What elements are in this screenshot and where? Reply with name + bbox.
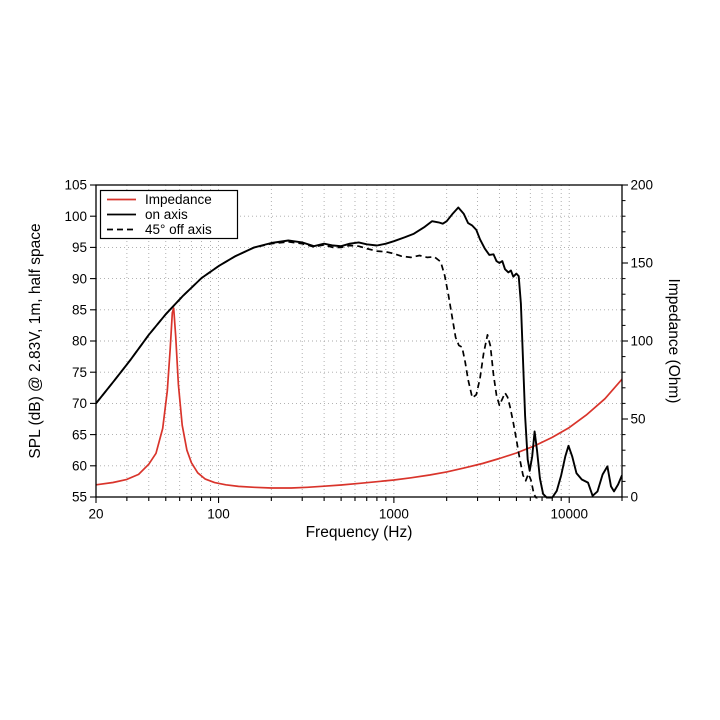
y-tick-label-left: 65 bbox=[72, 427, 87, 442]
y-tick-label-left: 60 bbox=[72, 459, 87, 474]
x-tick-label: 10000 bbox=[550, 507, 588, 522]
x-axis-title: Frequency (Hz) bbox=[306, 524, 413, 541]
y-tick-label-right: 100 bbox=[631, 334, 654, 349]
y-tick-label-left: 70 bbox=[72, 396, 87, 411]
y-tick-label-left: 75 bbox=[72, 365, 87, 380]
legend-item-label: on axis bbox=[145, 207, 188, 222]
x-tick-label: 100 bbox=[207, 507, 230, 522]
y-tick-label-right: 150 bbox=[631, 256, 654, 271]
x-tick-label: 1000 bbox=[379, 507, 409, 522]
y-tick-label-left: 80 bbox=[72, 334, 87, 349]
legend-item-label: 45° off axis bbox=[145, 222, 212, 237]
y-tick-label-left: 100 bbox=[64, 209, 87, 224]
y-tick-label-right: 200 bbox=[631, 178, 654, 193]
legend-item-label: Impedance bbox=[145, 192, 212, 207]
series-on-axis bbox=[96, 206, 622, 499]
data-series bbox=[96, 206, 622, 499]
series-impedance bbox=[96, 307, 622, 489]
y-tick-label-left: 95 bbox=[72, 240, 87, 255]
y-tick-label-left: 85 bbox=[72, 303, 87, 318]
axis-ticks bbox=[90, 184, 628, 503]
y-tick-label-right: 0 bbox=[631, 490, 639, 505]
y-tick-label-right: 50 bbox=[631, 412, 646, 427]
left-axis-title: SPL (dB) @ 2.83V, 1m, half space bbox=[27, 223, 44, 458]
series-45-off-axis bbox=[96, 240, 538, 499]
tick-labels: 55 60 65 70 75 80 85 90 95 100 105 0 50 100 150 200 20 10… bbox=[64, 178, 653, 522]
y-tick-label-left: 105 bbox=[64, 178, 87, 193]
plot-frame bbox=[95, 184, 623, 498]
right-axis-title: Impedance (Ohm) bbox=[665, 279, 682, 404]
y-tick-label-left: 55 bbox=[72, 490, 87, 505]
y-tick-label-left: 90 bbox=[72, 271, 87, 286]
x-tick-label: 20 bbox=[88, 507, 103, 522]
